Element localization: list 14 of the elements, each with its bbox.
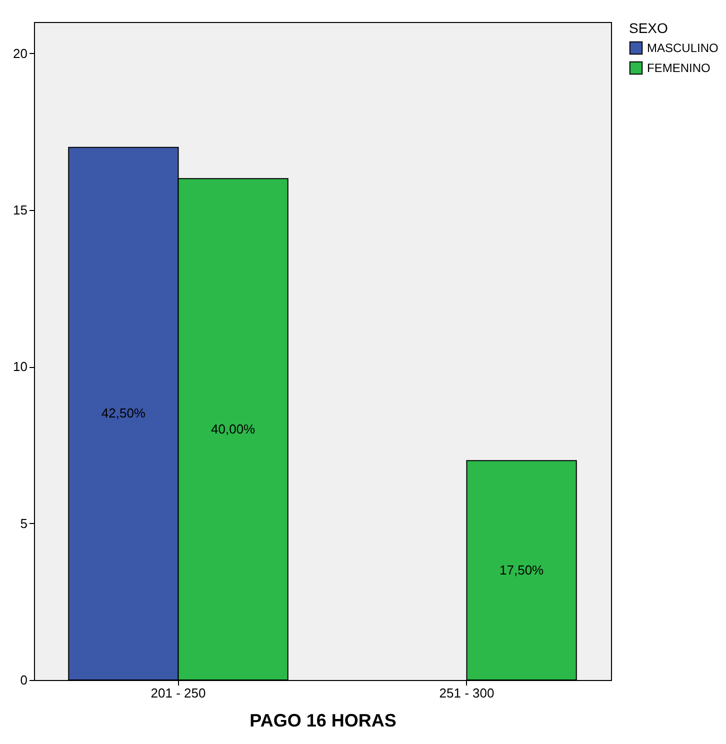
y-tick-label: 0	[20, 672, 28, 688]
legend-label: MASCULINO	[647, 41, 718, 55]
legend-title: SEXO	[629, 20, 668, 36]
annotation: 40,00%	[211, 421, 256, 436]
y-tick-label: 5	[20, 516, 28, 531]
y-tick-label: 15	[13, 202, 28, 218]
annotation: 42,50%	[101, 406, 146, 421]
y-tick-label: 20	[13, 46, 28, 61]
legend-label: FEMENINO	[647, 61, 710, 75]
x-axis-title: PAGO 16 HORAS	[250, 710, 396, 730]
y-tick-label: 10	[13, 359, 28, 374]
annotation: 17,50%	[500, 562, 544, 578]
x-tick-label: 251 - 300	[439, 686, 494, 700]
x-tick-label: 201 - 250	[150, 686, 206, 700]
